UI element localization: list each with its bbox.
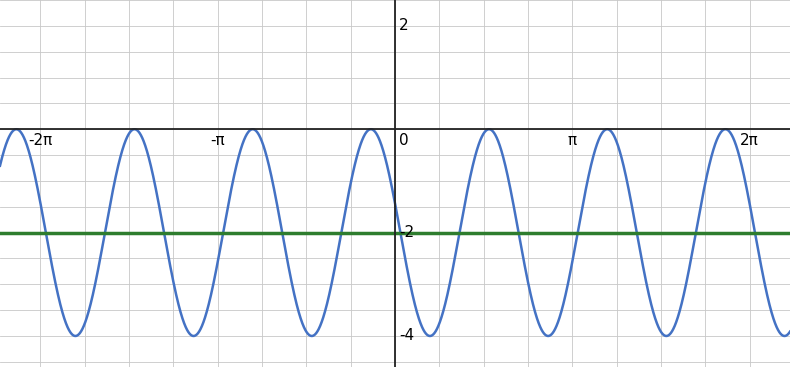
Text: 0: 0 (399, 133, 408, 148)
Text: 2π: 2π (740, 133, 759, 148)
Text: -π: -π (210, 133, 225, 148)
Text: -2π: -2π (28, 133, 53, 148)
Text: -2: -2 (399, 225, 414, 240)
Text: 2: 2 (399, 18, 408, 33)
Text: -4: -4 (399, 328, 414, 344)
Text: π: π (568, 133, 577, 148)
